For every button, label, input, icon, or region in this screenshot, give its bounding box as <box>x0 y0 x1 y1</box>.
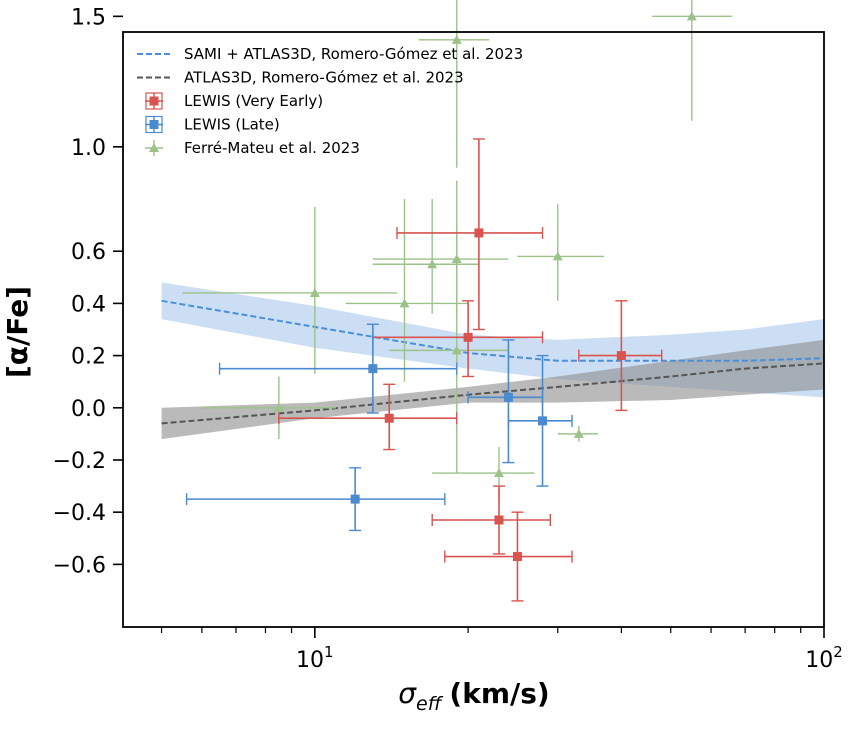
ferre-mateu-point-2-7 <box>389 230 509 474</box>
data-points <box>182 0 733 602</box>
lewis-point-1-3 <box>185 467 446 532</box>
x-tick-base: 10 <box>805 648 833 673</box>
x-tick-label: 102 <box>805 643 843 673</box>
y-tick-label: 0.2 <box>71 345 106 370</box>
legend-entry-1: ATLAS3D, Romero-Gómez et al. 2023 <box>137 69 464 87</box>
y-tick-label: 1.0 <box>71 136 106 161</box>
ferre-mateu-point-2-6 <box>345 199 469 382</box>
y-tick-label: 1.5 <box>71 5 106 30</box>
y-axis-title: [α/Fe] <box>1 286 34 378</box>
triangle-marker <box>573 428 584 438</box>
square-marker <box>512 552 522 562</box>
y-tick-label: −0.2 <box>53 449 106 474</box>
lewis-point-0-2 <box>578 300 663 412</box>
relation-line-1 <box>161 362 824 425</box>
square-marker <box>494 515 504 525</box>
x-axis-title: σeff (km/s) <box>398 677 549 715</box>
x-axis-ticks: 101 102 <box>160 627 843 673</box>
legend-square-marker <box>149 96 159 106</box>
plot-frame <box>122 31 825 628</box>
legend-entry-3: LEWIS (Late) <box>145 116 280 134</box>
legend-label: SAMI + ATLAS3D, Romero-Gómez et al. 2023 <box>184 45 523 63</box>
square-marker <box>350 494 360 504</box>
x-axis-title-symbol: σ <box>398 677 417 710</box>
x-axis-title-unit: (km/s) <box>449 677 549 710</box>
ferre-mateu-point-2-4 <box>517 204 605 301</box>
x-tick-base: 10 <box>296 648 324 673</box>
triangle-marker <box>494 468 505 478</box>
lewis-point-0-4 <box>431 485 551 555</box>
lewis-point-0-5 <box>444 511 573 602</box>
triangle-marker <box>427 259 438 269</box>
square-marker <box>616 351 626 361</box>
legend-label: ATLAS3D, Romero-Gómez et al. 2023 <box>184 69 464 87</box>
square-marker <box>368 364 378 374</box>
legend: SAMI + ATLAS3D, Romero-Gómez et al. 2023… <box>137 45 523 157</box>
square-marker <box>384 413 394 423</box>
square-marker <box>463 332 473 342</box>
triangle-marker <box>552 251 563 261</box>
lewis-point-1-0 <box>218 323 458 414</box>
triangle-marker <box>399 298 410 308</box>
triangle-marker <box>309 287 320 297</box>
lewis-point-0-0 <box>396 138 544 331</box>
ferre-mateu-point-2-8 <box>201 376 336 440</box>
legend-label: Ferré-Mateu et al. 2023 <box>184 139 360 157</box>
ferre-mateu-point-2-9 <box>432 446 535 500</box>
legend-entry-4: Ferré-Mateu et al. 2023 <box>145 139 360 157</box>
lewis-point-0-3 <box>278 383 458 451</box>
y-tick-label: −0.6 <box>53 553 106 578</box>
x-tick-exponent: 1 <box>324 643 334 661</box>
relation-band-1 <box>161 339 824 440</box>
ferre-mateu-point-2-10 <box>557 426 599 442</box>
legend-entry-2: LEWIS (Very Early) <box>145 92 323 110</box>
triangle-marker <box>273 402 284 412</box>
y-tick-label: 0.4 <box>71 292 106 317</box>
legend-label: LEWIS (Very Early) <box>184 92 323 110</box>
y-tick-label: −0.4 <box>53 501 106 526</box>
triangle-marker <box>451 345 462 355</box>
scaling-relation-bands <box>161 282 824 440</box>
x-axis-title-subscript: eff <box>416 693 444 715</box>
legend-cap-box <box>145 115 163 134</box>
square-marker <box>538 416 548 426</box>
square-marker <box>474 228 484 238</box>
ferre-mateu-point-2-5 <box>182 206 397 374</box>
triangle-marker <box>686 11 697 21</box>
y-axis-ticks: 1.5 1.0 0.6 0.4 0.2 0.0 −0.2 −0.4 −0.6 <box>53 5 123 578</box>
legend-square-marker <box>149 120 159 129</box>
y-tick-label: 0.0 <box>71 397 106 422</box>
legend-cap-box <box>145 92 163 110</box>
ferre-mateu-point-2-0 <box>652 0 733 121</box>
x-tick-exponent: 2 <box>833 643 843 661</box>
y-tick-label: 0.6 <box>71 240 106 265</box>
x-tick-label: 101 <box>296 643 334 673</box>
legend-entry-0: SAMI + ATLAS3D, Romero-Gómez et al. 2023 <box>137 45 523 63</box>
square-marker <box>503 392 513 402</box>
lewis-point-1-2 <box>507 354 573 487</box>
ferre-mateu-point-2-3 <box>372 199 479 314</box>
ferre-mateu-point-2-1 <box>418 0 490 168</box>
legend-label: LEWIS (Late) <box>184 116 280 134</box>
ferre-mateu-point-2-2 <box>372 180 509 314</box>
legend-triangle-marker <box>149 143 159 152</box>
triangle-marker <box>451 34 462 44</box>
